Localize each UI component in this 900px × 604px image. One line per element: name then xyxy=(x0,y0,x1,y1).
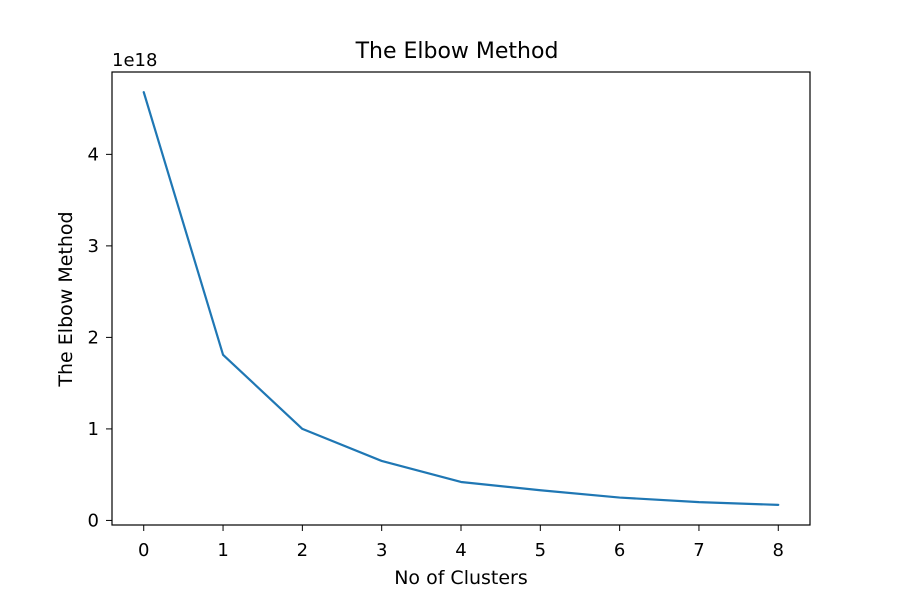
y-axis-ticks: 0 1 2 3 4 xyxy=(88,144,112,531)
x-tick-label: 4 xyxy=(455,540,466,561)
x-axis-label: No of Clusters xyxy=(394,567,528,589)
x-axis-ticks: 0 1 2 3 4 5 6 7 8 xyxy=(138,525,784,561)
x-tick-label: 7 xyxy=(693,540,704,561)
y-tick-label: 3 xyxy=(88,236,99,257)
x-tick-label: 0 xyxy=(138,540,149,561)
x-tick-label: 8 xyxy=(773,540,784,561)
y-tick-label: 1 xyxy=(88,419,99,440)
x-tick-label: 6 xyxy=(614,540,625,561)
x-tick-label: 3 xyxy=(376,540,387,561)
y-tick-label: 4 xyxy=(88,144,99,165)
y-axis-label: The Elbow Method xyxy=(55,211,77,387)
chart-title: The Elbow Method xyxy=(355,39,559,64)
x-tick-label: 1 xyxy=(217,540,228,561)
x-tick-label: 2 xyxy=(297,540,308,561)
y-axis-offset-text: 1e18 xyxy=(112,50,157,71)
y-tick-label: 0 xyxy=(88,510,99,531)
series-line xyxy=(142,91,780,506)
y-tick-label: 2 xyxy=(88,327,99,348)
x-tick-label: 5 xyxy=(535,540,546,561)
